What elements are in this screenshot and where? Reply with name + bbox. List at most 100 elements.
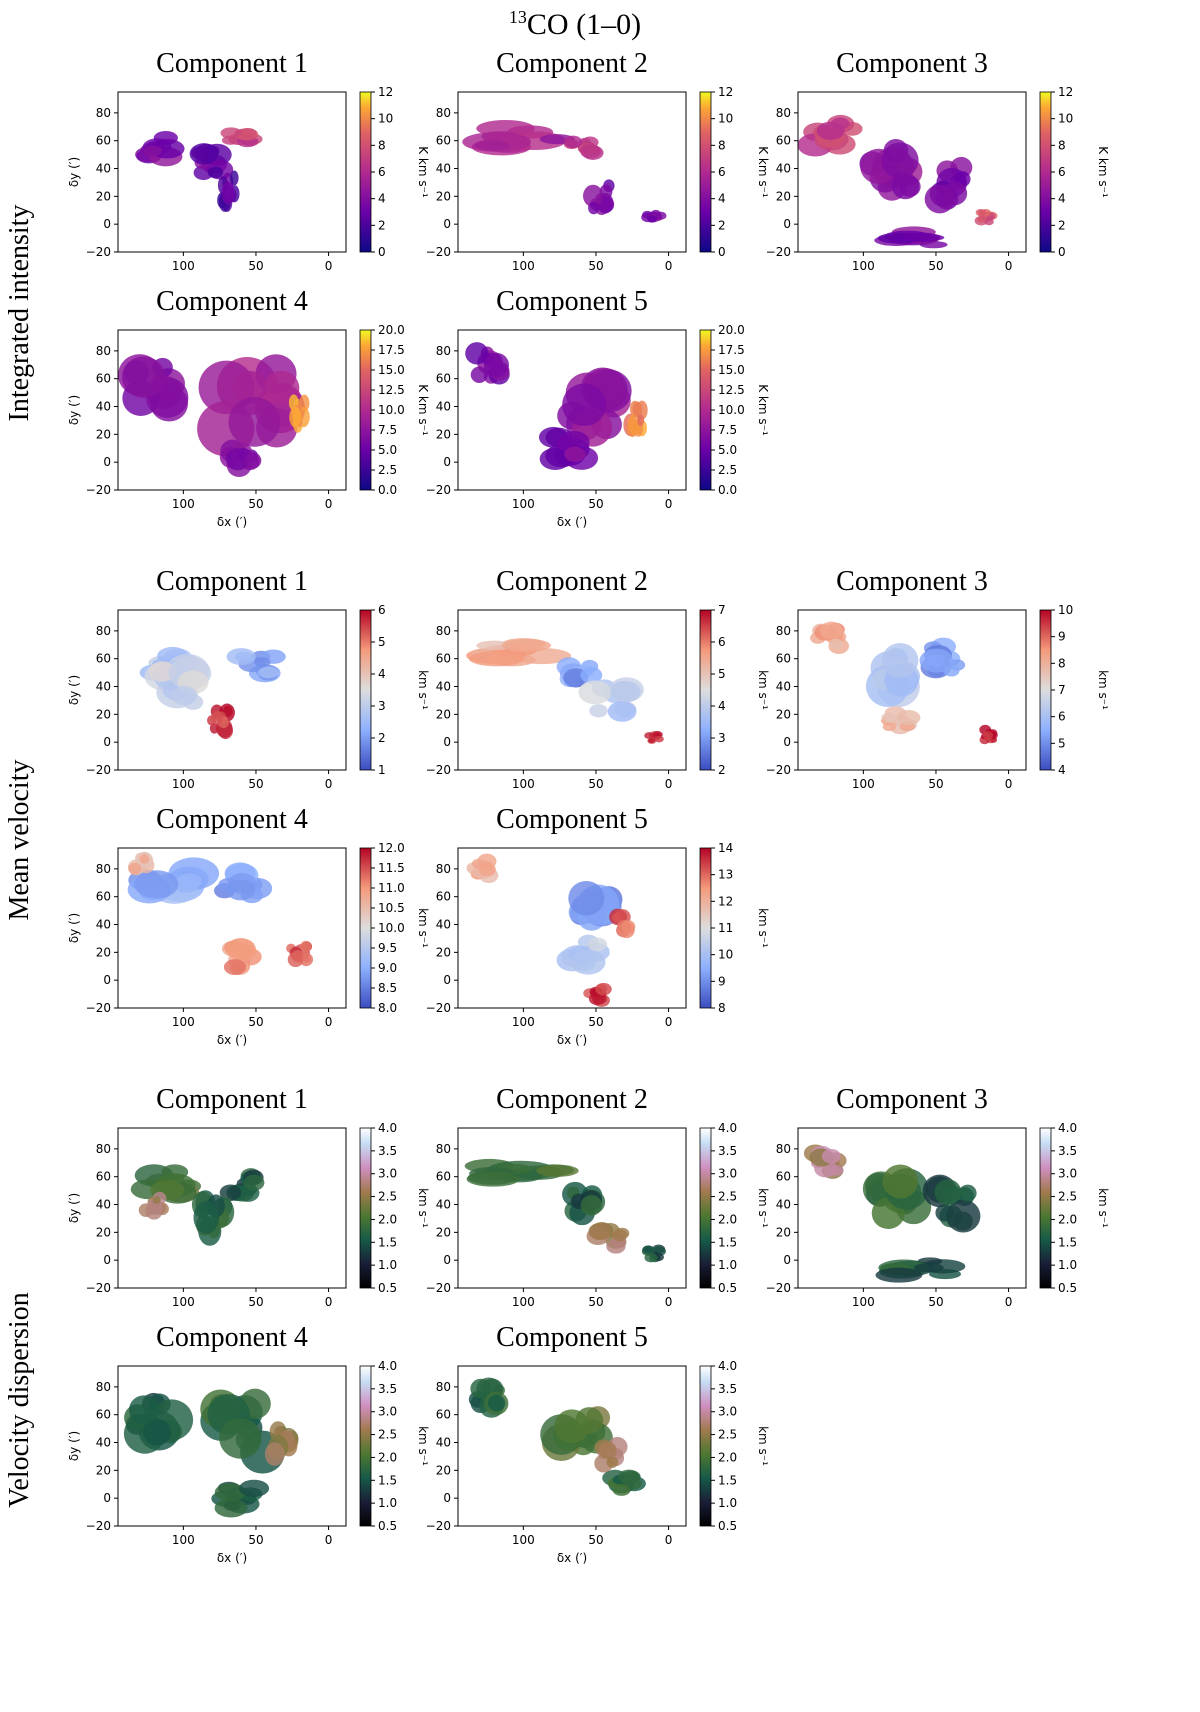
emission-clump	[470, 366, 488, 383]
y-tick-label: −20	[426, 1001, 451, 1015]
emission-clump	[580, 1195, 603, 1216]
colorbar-label: K km s⁻¹	[416, 146, 430, 198]
y-tick-label: 0	[103, 217, 111, 231]
emission-clump	[982, 731, 994, 740]
emission-clump	[229, 170, 239, 186]
colorbar	[699, 1127, 712, 1289]
y-tick-label: −20	[426, 1281, 451, 1295]
colorbar-tick-label: 1.0	[378, 1496, 397, 1510]
colorbar-tick-label: 3.5	[378, 1144, 397, 1158]
x-tick-label: 100	[852, 1295, 875, 1309]
x-axis-label: δx (′)	[217, 515, 247, 529]
y-tick-label: 40	[436, 1436, 451, 1450]
x-tick-label: 100	[512, 259, 535, 273]
panel-title: Component 2	[496, 1084, 648, 1115]
y-tick-label: 80	[436, 344, 451, 358]
y-tick-label: 60	[436, 372, 451, 386]
emission-clump	[891, 173, 920, 200]
colorbar-tick-label: 9.0	[378, 961, 397, 975]
colorbar-tick-label: 2	[378, 731, 386, 745]
y-tick-label: 20	[436, 707, 451, 721]
emission-clump	[943, 664, 960, 677]
y-tick-label: −20	[766, 1281, 791, 1295]
emission-clump	[977, 215, 987, 223]
y-tick-label: 40	[436, 680, 451, 694]
y-tick-label: 40	[96, 1198, 111, 1212]
colorbar	[359, 609, 372, 771]
y-tick-label: 80	[776, 624, 791, 638]
x-tick-label: 100	[852, 259, 875, 273]
colorbar	[359, 1365, 372, 1527]
x-tick-label: 0	[665, 497, 673, 511]
emission-clump	[828, 638, 844, 650]
y-tick-label: 0	[443, 1253, 451, 1267]
panel-dispersion-4: Component 4 100 50 0 −20 0 20 40 60 80 δy (′) δx (′…	[67, 1322, 430, 1565]
colorbar-tick-label: 0.5	[1058, 1281, 1077, 1295]
colorbar-tick-label: 2.0	[718, 1212, 737, 1226]
emission-clump	[632, 401, 643, 418]
y-tick-label: 40	[96, 162, 111, 176]
y-tick-label: −20	[86, 763, 111, 777]
y-tick-label: 0	[783, 735, 791, 749]
colorbar-tick-label: 1.5	[718, 1473, 737, 1487]
x-tick-label: 100	[852, 777, 875, 791]
colorbar-tick-label: 4	[718, 699, 726, 713]
emission-clump	[611, 1229, 628, 1242]
x-tick-label: 50	[248, 497, 263, 511]
map-emission	[468, 1377, 646, 1496]
emission-clump	[942, 181, 968, 206]
panel-title: Component 2	[496, 566, 648, 597]
colorbar	[359, 329, 372, 491]
emission-clump	[882, 722, 897, 732]
x-tick-label: 50	[928, 1295, 943, 1309]
panel-title: Component 3	[836, 1084, 988, 1115]
colorbar	[699, 609, 712, 771]
y-tick-label: 20	[776, 189, 791, 203]
colorbar-label: km s⁻¹	[756, 1188, 770, 1228]
y-tick-label: 0	[443, 455, 451, 469]
x-axis-label: δx (′)	[557, 515, 587, 529]
x-tick-label: 100	[512, 1533, 535, 1547]
y-tick-label: 20	[96, 945, 111, 959]
x-tick-label: 50	[588, 1015, 603, 1029]
emission-clump	[654, 735, 664, 743]
panel-integrated-2: Component 2 100 50 0 −20 0 20 40 60 80 0 2 4 6 8 10 12 K …	[426, 48, 770, 273]
emission-clump	[611, 681, 641, 703]
y-tick-label: 20	[436, 1463, 451, 1477]
x-tick-label: 50	[248, 777, 263, 791]
emission-clump	[881, 643, 919, 678]
emission-clump	[254, 657, 271, 667]
panel-dispersion-1: Component 1 100 50 0 −20 0 20 40 60 80 δy (′) 0.5 1.…	[67, 1084, 430, 1309]
colorbar-tick-label: 12	[718, 85, 733, 99]
emission-clump	[958, 1184, 977, 1202]
emission-clump	[233, 371, 268, 404]
x-tick-label: 50	[248, 1533, 263, 1547]
axes-frame	[457, 91, 687, 253]
y-tick-label: 60	[436, 134, 451, 148]
y-tick-label: −20	[426, 763, 451, 777]
y-tick-label: 80	[436, 1380, 451, 1394]
colorbar-label: km s⁻¹	[416, 1426, 430, 1466]
y-tick-label: 40	[776, 162, 791, 176]
colorbar-tick-label: 4	[1058, 192, 1066, 206]
panel-title: Component 1	[156, 1084, 308, 1115]
colorbar	[699, 847, 712, 1009]
colorbar-tick-label: 10.0	[718, 403, 745, 417]
y-tick-label: 40	[96, 400, 111, 414]
emission-clump	[487, 1394, 506, 1412]
y-tick-label: 0	[443, 217, 451, 231]
y-tick-label: 80	[96, 1380, 111, 1394]
map-emission	[464, 1158, 666, 1263]
colorbar-tick-label: 1.0	[1058, 1258, 1077, 1272]
emission-clump	[568, 880, 605, 916]
colorbar-tick-label: 12.0	[378, 841, 405, 855]
colorbar-tick-label: 6	[378, 165, 386, 179]
y-tick-label: −20	[766, 763, 791, 777]
emission-clump	[466, 1171, 520, 1187]
colorbar-tick-label: 0.5	[718, 1281, 737, 1295]
colorbar	[1039, 609, 1052, 771]
emission-clump	[122, 356, 166, 398]
y-tick-label: 60	[96, 652, 111, 666]
colorbar-tick-label: 1.0	[378, 1258, 397, 1272]
colorbar-tick-label: 5	[378, 635, 386, 649]
